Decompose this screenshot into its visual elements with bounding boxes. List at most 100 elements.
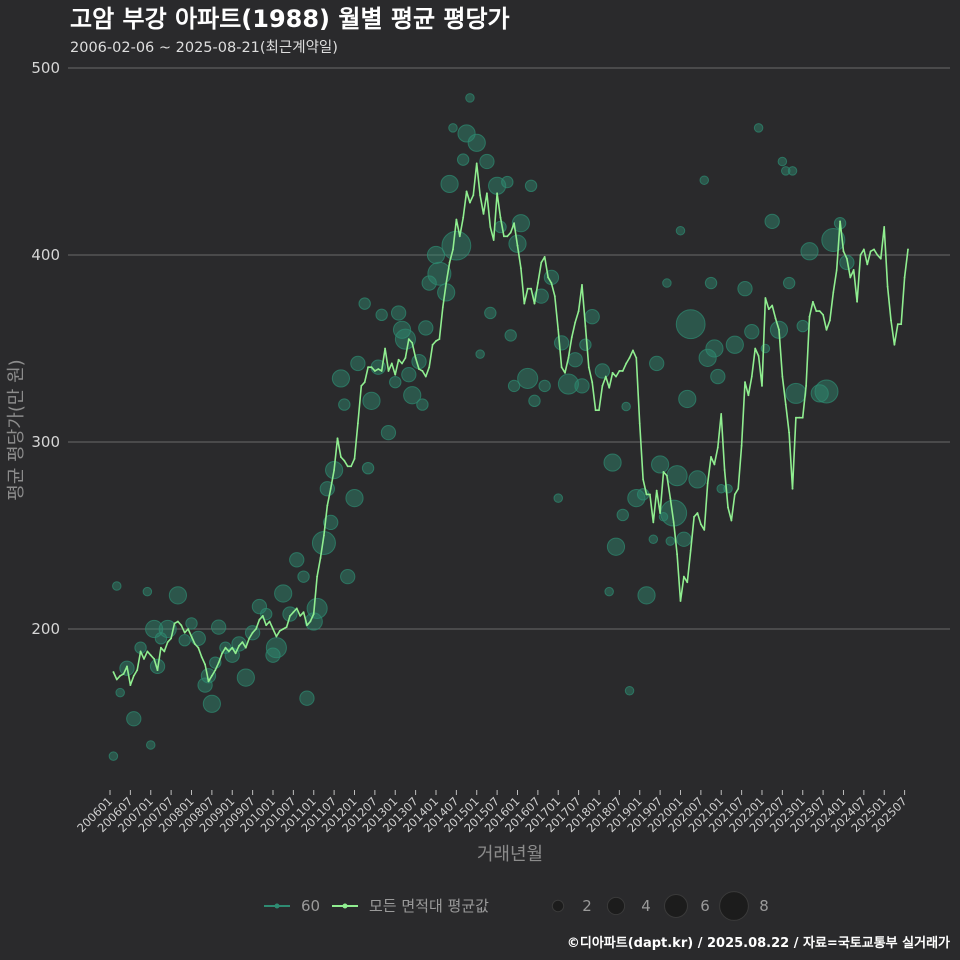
line-point-2024-10 — [873, 248, 875, 251]
bubble-point-2012-01 — [345, 489, 364, 508]
line-point-2014-09 — [462, 216, 465, 219]
bubble-point-2015-02 — [475, 349, 485, 359]
line-point-2018-11 — [632, 349, 634, 352]
line-point-2020-04 — [689, 549, 692, 552]
line-point-2023-04 — [812, 300, 814, 303]
line-point-2006-11 — [143, 658, 145, 660]
line-point-2020-09 — [706, 482, 709, 485]
line-point-2018-02 — [601, 385, 604, 387]
bubble-point-2012-06 — [362, 391, 381, 410]
line-point-2024-05 — [856, 300, 858, 303]
line-point-2023-02 — [805, 385, 808, 387]
line-point-2007-09 — [177, 620, 179, 623]
line-point-2009-12 — [268, 620, 271, 623]
line-point-2010-07 — [292, 611, 295, 614]
bubble-point-2018-09 — [621, 401, 631, 412]
legend-size-2-label: 2 — [582, 897, 592, 915]
line-point-2012-08 — [377, 368, 380, 370]
line-point-2010-05 — [285, 626, 288, 629]
line-point-2011-05 — [326, 504, 329, 507]
line-point-2016-01 — [516, 244, 519, 247]
bubble-point-2011-02 — [306, 597, 328, 619]
line-point-2024-11 — [876, 254, 879, 256]
line-point-2012-01 — [353, 457, 356, 460]
bubble-point-2019-12 — [666, 465, 688, 487]
bubble-point-2014-02 — [427, 261, 452, 286]
line-point-2025-02 — [886, 285, 889, 288]
line-point-2020-07 — [699, 523, 702, 526]
line-point-2008-03 — [197, 646, 200, 649]
bubble-point-2017-06 — [567, 352, 583, 368]
line-point-2019-02 — [642, 478, 645, 481]
line-point-2008-05 — [204, 663, 206, 666]
bubble-point-2016-08 — [533, 288, 549, 304]
bubble-point-2016-06 — [528, 394, 541, 408]
line-point-2016-05 — [530, 287, 532, 290]
legend-series-60-label: 60 — [301, 897, 320, 915]
bubble-point-2022-07 — [777, 156, 788, 167]
line-point-2020-08 — [703, 528, 706, 531]
line-point-2014-06 — [452, 248, 454, 251]
bubble-point-2020-01 — [675, 225, 686, 236]
line-point-2022-03 — [767, 308, 770, 311]
line-point-2008-10 — [221, 652, 223, 655]
y-axis-title: 평균 평당가(만 원) — [6, 359, 27, 500]
legend-size-2-circle — [551, 899, 565, 913]
bubble-point-2020-10 — [704, 276, 718, 290]
bubble-point-2022-09 — [782, 276, 796, 290]
bubble-point-2014-10 — [457, 124, 476, 143]
bubble-point-2015-04 — [479, 153, 495, 170]
line-point-2022-09 — [788, 431, 791, 434]
bubble-point-2018-02 — [594, 363, 611, 379]
bubble-point-2006-12 — [142, 586, 153, 597]
line-point-2018-10 — [628, 356, 631, 359]
line-point-2009-05 — [244, 646, 247, 649]
line-point-2008-11 — [224, 646, 227, 649]
line-point-2018-07 — [618, 370, 621, 372]
line-point-2010-10 — [302, 611, 305, 614]
line-point-2023-12 — [839, 220, 841, 223]
line-point-2014-10 — [465, 190, 468, 193]
bubble-point-2014-06 — [448, 123, 458, 133]
y-tick-label-500: 500 — [31, 59, 60, 77]
line-point-2010-09 — [299, 615, 302, 617]
line-point-2009-11 — [265, 624, 268, 627]
line-point-2009-03 — [238, 644, 240, 647]
bubble-point-2011-09 — [331, 369, 351, 388]
line-point-2008-09 — [217, 661, 220, 664]
bubble-point-2013-11 — [421, 275, 437, 291]
line-point-2007-10 — [180, 624, 183, 627]
line-point-2007-08 — [173, 622, 176, 625]
x-axis-title: 거래년월 — [477, 844, 543, 865]
bubble-point-2008-01 — [185, 617, 198, 630]
line-point-2020-11 — [713, 463, 716, 466]
line-point-2015-10 — [506, 235, 509, 238]
bubble-point-2008-07 — [202, 694, 221, 713]
line-point-2006-03 — [115, 678, 118, 681]
line-point-2013-06 — [411, 341, 414, 344]
line-point-2007-04 — [160, 646, 162, 649]
line-point-2024-02 — [845, 257, 848, 260]
line-point-2014-02 — [438, 338, 441, 341]
bubble-point-2022-02 — [760, 343, 771, 354]
line-point-2007-06 — [166, 641, 169, 643]
line-point-2023-11 — [835, 269, 838, 271]
line-point-2017-12 — [594, 409, 597, 412]
line-point-2011-02 — [316, 575, 319, 578]
bubble-point-2006-03 — [112, 581, 122, 591]
bubble-point-2020-03 — [678, 389, 697, 409]
line-point-2015-04 — [486, 192, 488, 195]
line-point-2017-05 — [570, 336, 573, 339]
bubble-point-2022-08 — [781, 166, 791, 176]
bubble-point-2023-03 — [800, 242, 819, 261]
line-point-2009-09 — [258, 618, 261, 621]
line-point-2014-04 — [445, 282, 448, 284]
line-point-2021-03 — [727, 506, 729, 509]
bubble-point-2020-08 — [699, 175, 710, 185]
y-tick-label-200: 200 — [31, 620, 60, 638]
bubble-point-2006-04 — [115, 687, 125, 698]
legend-series-60-dot — [274, 903, 280, 909]
line-point-2009-02 — [234, 652, 237, 655]
line-point-2021-07 — [740, 444, 743, 447]
bubble-point-2015-10 — [501, 175, 514, 189]
